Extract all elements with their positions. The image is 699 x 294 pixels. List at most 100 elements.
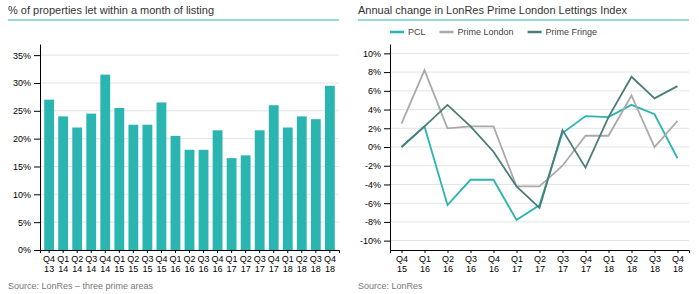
tick-label-line: Q1 <box>603 254 615 264</box>
tick-label-line: Q2 <box>626 254 638 264</box>
bar <box>171 136 181 250</box>
tick: Q315 <box>141 250 153 274</box>
tick-mark <box>34 83 40 84</box>
tick-label: Q118 <box>282 254 294 274</box>
tick: Q216 <box>183 250 195 274</box>
bar <box>325 86 335 250</box>
tick-label-line: Q3 <box>198 254 210 264</box>
tick-mark <box>315 250 316 253</box>
tick: Q216 <box>442 250 454 274</box>
tick-label: -2% <box>365 161 381 171</box>
tick-label-line: 16 <box>184 264 194 274</box>
tick-mark <box>34 166 40 167</box>
tick-label: Q413 <box>43 254 55 274</box>
tick-label-line: 16 <box>170 264 180 274</box>
tick-label: Q418 <box>324 254 336 274</box>
tick: 35% <box>13 51 40 61</box>
tick: Q117 <box>511 250 523 274</box>
series-line <box>402 105 678 220</box>
tick: Q314 <box>85 250 97 274</box>
marks <box>44 75 335 250</box>
tick-label-line: 15 <box>156 264 166 274</box>
tick-label: Q417 <box>268 254 280 274</box>
tick: Q415 <box>396 250 408 274</box>
tick-mark <box>77 250 78 253</box>
tick-label-line: 16 <box>213 264 223 274</box>
tick: Q317 <box>254 250 266 274</box>
y-axis: -10%-8%-6%-4%-2%0%2%4%6%8%10% <box>360 45 391 251</box>
tick-mark <box>384 110 390 111</box>
tick-label: Q116 <box>169 254 181 274</box>
tick-mark <box>609 250 610 253</box>
tick: Q417 <box>268 250 280 274</box>
tick-label-line: Q4 <box>488 254 500 264</box>
bar <box>44 100 54 250</box>
bar <box>255 130 265 250</box>
tick: Q118 <box>282 250 294 274</box>
tick-label: Q218 <box>296 254 308 274</box>
tick-label-line: 18 <box>297 264 307 274</box>
tick-label: 15% <box>13 162 31 172</box>
tick: -2% <box>365 161 390 171</box>
tick-label: Q216 <box>183 254 195 274</box>
chart-svg: % of properties let within a month of li… <box>0 0 699 294</box>
tick-label-line: Q4 <box>43 254 55 264</box>
tick-label: 25% <box>13 106 31 116</box>
tick: Q114 <box>57 250 69 274</box>
tick-label: Q317 <box>557 254 569 274</box>
tick: Q214 <box>71 250 83 274</box>
tick-mark <box>245 250 246 253</box>
tick-label-line: Q4 <box>212 254 224 264</box>
tick: 30% <box>13 78 40 88</box>
tick-label-line: Q3 <box>649 254 661 264</box>
tick-label-line: Q4 <box>580 254 592 264</box>
tick-mark <box>34 139 40 140</box>
grid-line <box>390 90 689 91</box>
tick: 6% <box>368 86 390 96</box>
grid-line <box>40 55 339 56</box>
tick-label-line: Q1 <box>57 254 69 264</box>
tick-label: Q314 <box>85 254 97 274</box>
tick-label: Q214 <box>71 254 83 274</box>
tick-mark <box>329 250 330 253</box>
tick: Q317 <box>557 250 569 274</box>
tick-label: 10% <box>363 49 381 59</box>
bar <box>185 150 195 250</box>
tick: Q413 <box>43 250 55 274</box>
tick-label-line: 17 <box>512 264 522 274</box>
tick-mark <box>563 250 564 253</box>
grid-line <box>40 138 339 139</box>
tick-label: -8% <box>365 217 381 227</box>
tick-label: -6% <box>365 199 381 209</box>
grid-line <box>390 240 689 241</box>
chart-title: Annual change in LonRes Prime London Let… <box>358 4 628 16</box>
bar <box>58 116 68 250</box>
tick-label: Q316 <box>198 254 210 274</box>
tick-label-line: 15 <box>142 264 152 274</box>
tick: Q417 <box>580 250 592 274</box>
legend-item: PCL <box>390 27 426 37</box>
tick: -10% <box>360 236 390 246</box>
tick: Q118 <box>603 250 615 274</box>
tick-label: Q318 <box>649 254 661 274</box>
tick-label-line: 14 <box>100 264 110 274</box>
grid <box>40 55 339 250</box>
bar <box>199 150 209 250</box>
tick: Q117 <box>226 250 238 274</box>
grid-line <box>390 72 689 73</box>
tick: Q418 <box>324 250 336 274</box>
tick-label-line: 18 <box>673 264 683 274</box>
bar <box>269 105 279 250</box>
y-axis: 0%5%10%15%20%25%30%35% <box>13 45 41 256</box>
tick-label-line: 18 <box>604 264 614 274</box>
tick-label-line: 16 <box>443 264 453 274</box>
grid-line <box>40 110 339 111</box>
tick-mark <box>189 250 190 253</box>
bar <box>297 116 307 250</box>
x-axis: Q413Q114Q214Q314Q414Q115Q215Q315Q415Q116… <box>41 250 340 274</box>
tick-mark <box>105 250 106 253</box>
tick-label-line: 15 <box>128 264 138 274</box>
tick-label: Q217 <box>534 254 546 274</box>
tick: 5% <box>18 218 40 228</box>
tick-mark <box>586 250 587 253</box>
